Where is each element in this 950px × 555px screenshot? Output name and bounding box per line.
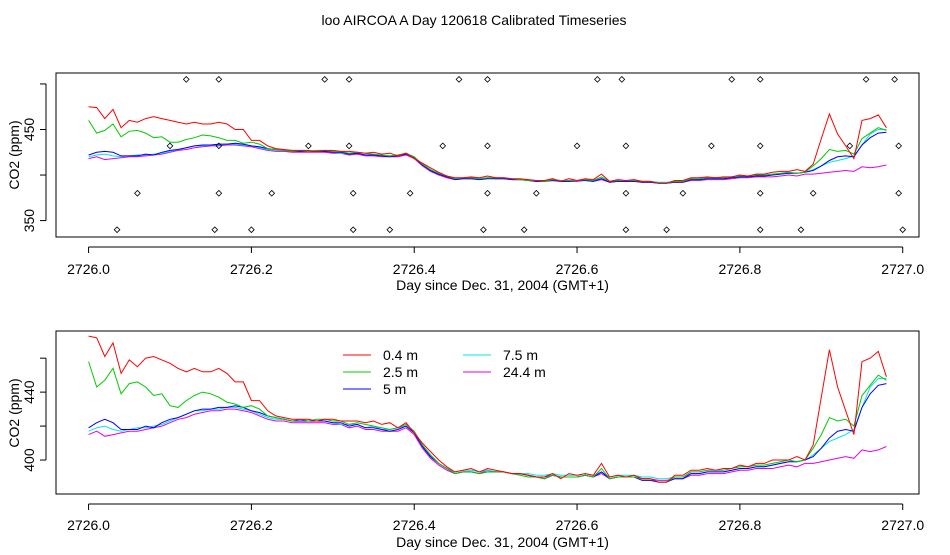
flag-marker (663, 226, 670, 234)
x-tick-label: 2726.4 (393, 517, 436, 533)
flag-marker (215, 142, 223, 150)
flag-marker (797, 226, 805, 234)
flag-marker (406, 189, 414, 197)
flag-marker (573, 142, 581, 150)
flag-marker (321, 76, 329, 83)
series-line-5-m (88, 131, 887, 184)
flag-marker (679, 189, 687, 197)
x-tick-label: 2726.8 (718, 261, 761, 277)
flag-marker (480, 226, 487, 234)
x-axis-label: Day since Dec. 31, 2004 (GMT+1) (396, 534, 609, 550)
x-axis-label: Day since Dec. 31, 2004 (GMT+1) (396, 277, 609, 293)
chart-title: loo AIRCOA A Day 120618 Calibrated Times… (321, 12, 626, 28)
flag-marker (899, 226, 907, 234)
top-panel: 2726.0 2726.2 2726.4 2726.6 2726.8 2727.0 350 4… (6, 72, 924, 293)
flag-marker (113, 226, 121, 234)
legend-label: 5 m (383, 381, 406, 397)
x-tick-label: 2726.0 (67, 261, 110, 277)
flag-marker (439, 142, 447, 150)
flag-marker (756, 142, 764, 150)
flag-marker (846, 142, 854, 150)
legend-label: 7.5 m (503, 347, 538, 363)
flag-marker (484, 142, 491, 150)
x-tick-label: 2726.2 (230, 261, 273, 277)
series-line-2-5-m (88, 361, 887, 483)
flag-marker (268, 189, 276, 197)
y-tick-label: 440 (21, 380, 37, 404)
y-axis-label: CO2 (ppm) (6, 120, 22, 189)
y-tick-label: 350 (21, 209, 37, 233)
flag-marker (594, 76, 601, 83)
flag-marker (455, 76, 463, 83)
x-tick-label: 2726.8 (718, 517, 761, 533)
flag-marker (345, 142, 353, 150)
series-line-2-5-m (88, 120, 887, 184)
series-line-0-4-m (88, 335, 887, 483)
x-tick-label: 2727.0 (881, 261, 924, 277)
series-line-5-m (88, 383, 887, 483)
flag-marker (211, 226, 219, 234)
flag-marker (756, 226, 764, 234)
flag-marker (862, 76, 870, 83)
x-tick-label: 2726.4 (393, 261, 436, 277)
x-tick-label: 2726.0 (67, 517, 110, 533)
legend-label: 24.4 m (503, 364, 546, 380)
flag-marker (215, 189, 223, 197)
flag-marker (305, 142, 312, 150)
plot-frame (55, 72, 920, 238)
plot-frame (55, 330, 920, 495)
flag-marker (520, 226, 528, 234)
x-tick-label: 2727.0 (881, 517, 924, 533)
flag-marker (809, 189, 817, 197)
y-tick-label: 450 (21, 118, 37, 142)
flag-marker (134, 189, 141, 197)
flag-marker (532, 189, 540, 197)
legend: 0.4 m2.5 m5 m 7.5 m24.4 m (343, 347, 546, 397)
flag-marker (708, 142, 715, 150)
flag-marker (756, 189, 764, 197)
legend-label: 2.5 m (383, 364, 418, 380)
flag-marker (484, 189, 491, 197)
legend-label: 0.4 m (383, 347, 418, 363)
x-tick-label: 2726.6 (556, 517, 599, 533)
flag-marker (182, 76, 190, 83)
flag-marker (248, 226, 255, 234)
flag-marker (891, 76, 898, 83)
flag-marker (166, 142, 174, 150)
flag-marker (895, 189, 903, 197)
y-tick-label: 400 (21, 448, 37, 472)
flag-marker (728, 76, 736, 83)
flag-marker (386, 226, 394, 234)
flag-marker (622, 226, 630, 234)
flag-marker (349, 189, 357, 197)
flag-marker (349, 226, 357, 234)
flag-marker (622, 142, 630, 150)
series-line-0-4-m (88, 106, 887, 184)
flag-marker (622, 189, 630, 197)
flag-marker (895, 142, 903, 150)
bottom-panel: 2726.0 2726.2 2726.4 2726.6 2726.8 2727.0 400 4… (6, 330, 924, 550)
y-axis-label: CO2 (ppm) (6, 378, 22, 447)
x-tick-label: 2726.2 (230, 517, 273, 533)
x-tick-label: 2726.6 (556, 261, 599, 277)
flag-marker (215, 76, 223, 83)
flag-marker (345, 76, 353, 83)
flag-marker (618, 76, 626, 83)
flag-marker (756, 76, 764, 83)
flag-marker (484, 76, 491, 83)
